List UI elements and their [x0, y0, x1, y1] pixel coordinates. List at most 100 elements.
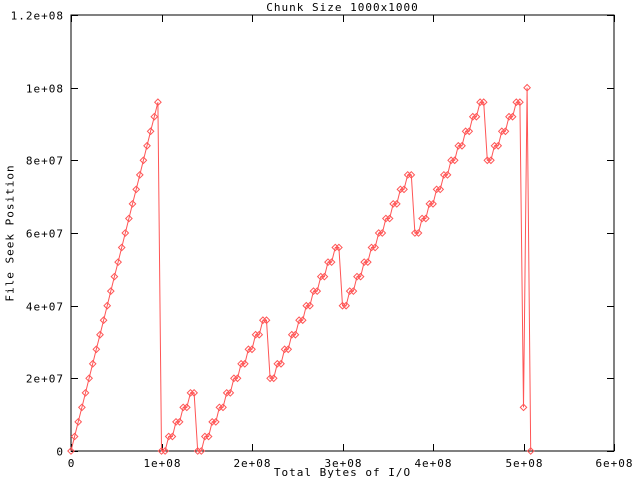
data-point-marker	[429, 199, 437, 208]
data-point-marker	[269, 374, 278, 383]
data-point-marker	[208, 417, 217, 426]
data-point-marker	[345, 287, 354, 296]
data-point-marker	[229, 374, 238, 383]
data-point-marker	[443, 170, 452, 179]
data-point-marker	[88, 359, 97, 368]
data-point-marker	[190, 388, 199, 397]
data-point-marker	[67, 447, 75, 455]
data-point-marker	[353, 272, 361, 281]
data-point-marker	[465, 127, 474, 136]
data-point-marker	[175, 417, 184, 426]
data-point-marker	[179, 403, 188, 412]
data-point-marker	[360, 258, 369, 267]
data-point-marker	[277, 359, 285, 368]
x-tick-label: 0	[68, 457, 76, 470]
data-point-marker	[432, 185, 441, 194]
chart-title: Chunk Size 1000x1000	[266, 1, 419, 14]
x-tick-label: 1e+08	[143, 457, 181, 470]
x-axis-label: Total Bytes of I/O	[273, 466, 412, 479]
data-point-marker	[461, 127, 470, 136]
data-point-marker	[476, 98, 485, 107]
data-point-marker	[349, 287, 358, 296]
data-point-marker	[454, 141, 463, 150]
x-tick-label: 4e+08	[414, 457, 452, 470]
data-point-marker	[414, 229, 423, 237]
data-point-marker	[146, 127, 155, 136]
y-tick-label: 0	[56, 446, 64, 459]
data-point-marker	[103, 301, 112, 310]
data-point-marker	[363, 258, 372, 267]
data-point-marker	[472, 112, 481, 121]
data-point-marker	[204, 432, 213, 441]
data-point-marker	[284, 345, 293, 354]
data-point-marker	[526, 447, 535, 455]
data-point-marker	[291, 330, 300, 339]
data-point-marker	[96, 330, 104, 339]
data-point-marker	[374, 229, 383, 237]
data-point-marker	[501, 127, 510, 136]
data-point-marker	[128, 199, 137, 208]
data-point-marker	[182, 403, 191, 412]
data-point-marker	[367, 243, 376, 252]
data-point-marker	[211, 417, 220, 426]
data-point-marker	[371, 243, 380, 252]
data-point-marker	[519, 403, 528, 412]
data-point-marker	[251, 330, 260, 339]
data-point-marker	[450, 156, 459, 165]
data-point-marker	[447, 156, 456, 165]
data-point-marker	[172, 417, 180, 426]
data-point-marker	[378, 229, 387, 237]
data-point-marker	[244, 345, 253, 354]
data-point-marker	[407, 170, 416, 179]
data-point-marker	[70, 432, 79, 441]
data-point-marker	[258, 316, 267, 325]
y-tick-label: 1.2e+08	[11, 10, 64, 23]
data-point-marker	[505, 112, 513, 121]
data-point-marker	[114, 258, 123, 267]
data-point-marker	[99, 316, 108, 325]
data-point-marker	[316, 272, 325, 281]
data-point-marker	[81, 388, 90, 397]
data-point-marker	[418, 214, 427, 223]
data-point-marker	[262, 316, 271, 325]
data-point-marker	[124, 214, 133, 223]
data-point-marker	[164, 432, 173, 441]
data-point-marker	[468, 112, 477, 121]
data-point-marker	[338, 301, 347, 310]
data-point-marker	[74, 417, 83, 426]
data-point-marker	[266, 374, 275, 383]
data-point-marker	[483, 156, 492, 165]
data-point-marker	[436, 185, 445, 194]
data-point-marker	[479, 98, 488, 107]
data-point-marker	[508, 112, 517, 121]
data-point-marker	[121, 229, 130, 237]
x-tick-label: 6e+08	[595, 457, 633, 470]
data-point-marker	[226, 388, 235, 397]
data-point-marker	[342, 301, 351, 310]
data-point-marker	[92, 345, 101, 354]
data-point-marker	[233, 374, 242, 383]
data-point-marker	[237, 359, 246, 368]
data-point-marker	[298, 316, 307, 325]
data-point-marker	[215, 403, 224, 412]
data-point-marker	[458, 141, 466, 150]
data-point-marker	[403, 170, 412, 179]
data-point-marker	[153, 98, 162, 107]
data-point-marker	[490, 141, 499, 150]
data-point-marker	[200, 432, 209, 441]
data-point-marker	[280, 345, 289, 354]
data-point-marker	[439, 170, 448, 179]
data-point-marker	[295, 316, 304, 325]
data-point-marker	[168, 432, 177, 441]
data-point-marker	[327, 258, 336, 267]
data-point-marker	[497, 127, 506, 136]
data-point-marker	[410, 229, 419, 237]
data-point-marker	[161, 447, 170, 455]
data-point-marker	[186, 388, 195, 397]
data-point-marker	[309, 287, 318, 296]
data-point-marker	[425, 199, 434, 208]
data-point-marker	[512, 98, 521, 107]
data-point-marker	[117, 243, 126, 252]
y-tick-label: 2e+07	[26, 373, 64, 386]
data-point-marker	[132, 185, 141, 194]
